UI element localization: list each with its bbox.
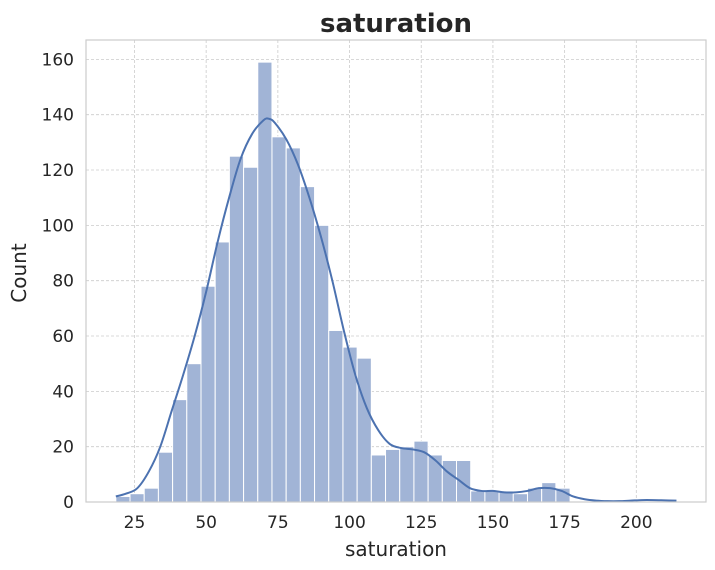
x-tick-label: 175 bbox=[548, 513, 580, 533]
histogram-bar bbox=[228, 155, 245, 503]
y-tick-label: 20 bbox=[52, 438, 74, 458]
y-axis-ticks: 0 20 40 60 80 100 120 140 160 bbox=[42, 50, 74, 513]
histogram-bar bbox=[512, 493, 528, 503]
histogram-bar bbox=[257, 61, 273, 503]
histogram-bar bbox=[399, 446, 415, 503]
y-tick-label: 120 bbox=[42, 161, 74, 181]
y-tick-label: 80 bbox=[52, 272, 74, 292]
histogram-bar bbox=[115, 495, 131, 503]
x-tick-label: 100 bbox=[333, 513, 365, 533]
histogram-bar bbox=[186, 363, 202, 503]
kde-curve bbox=[115, 117, 677, 503]
x-tick-label: 25 bbox=[124, 513, 146, 533]
histogram-bar bbox=[470, 490, 486, 503]
x-tick-label: 50 bbox=[195, 513, 217, 533]
histogram-bar bbox=[200, 285, 216, 503]
x-tick-label: 200 bbox=[620, 513, 652, 533]
histogram-bar bbox=[370, 454, 387, 503]
histogram-bar bbox=[157, 451, 174, 503]
x-tick-label: 125 bbox=[405, 513, 437, 533]
x-tick-label: 75 bbox=[267, 513, 289, 533]
x-axis-label: saturation bbox=[345, 537, 447, 561]
y-tick-label: 40 bbox=[52, 382, 74, 402]
histogram-bar bbox=[271, 136, 287, 503]
histogram-bar bbox=[299, 186, 316, 503]
histogram-bar bbox=[385, 448, 401, 503]
histogram-bar bbox=[143, 487, 159, 503]
x-axis-ticks: 25 50 75 100 125 150 175 200 bbox=[124, 513, 653, 533]
histogram-bars bbox=[115, 61, 571, 503]
y-tick-label: 60 bbox=[52, 327, 74, 347]
histogram-bar bbox=[243, 166, 259, 503]
y-tick-label: 140 bbox=[42, 106, 74, 126]
histogram-bar bbox=[484, 490, 500, 503]
plot-frame bbox=[85, 39, 707, 503]
histogram-bar bbox=[214, 241, 230, 503]
y-tick-label: 100 bbox=[42, 216, 74, 236]
grid bbox=[86, 40, 706, 503]
histogram-bar bbox=[441, 460, 458, 503]
histogram-bar bbox=[328, 329, 344, 503]
chart-title: saturation bbox=[320, 9, 472, 39]
histogram-bar bbox=[356, 357, 372, 503]
x-tick-label: 150 bbox=[477, 513, 509, 533]
histogram-bar bbox=[172, 399, 188, 503]
histogram-bar bbox=[541, 482, 557, 503]
y-axis-label: Count bbox=[7, 243, 31, 303]
histogram-bar bbox=[129, 493, 145, 503]
y-tick-label: 160 bbox=[42, 50, 74, 70]
histogram-bar bbox=[285, 147, 301, 503]
histogram-bar bbox=[456, 460, 472, 503]
y-tick-label: 0 bbox=[63, 493, 74, 513]
histogram-bar bbox=[314, 224, 330, 503]
histogram-bar bbox=[427, 454, 443, 503]
